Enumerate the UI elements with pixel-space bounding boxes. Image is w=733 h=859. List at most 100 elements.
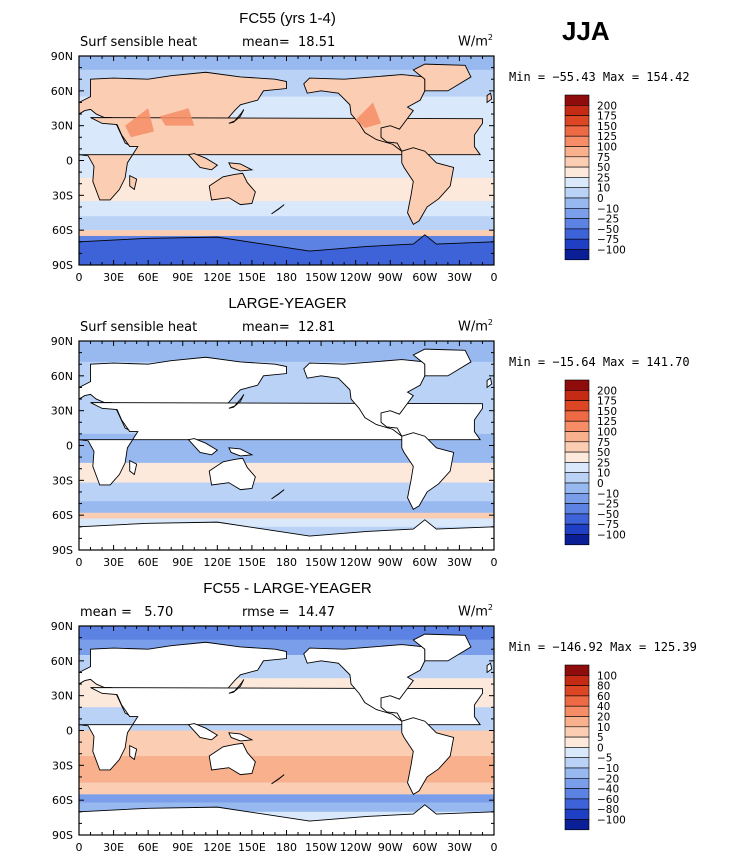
lon-tick-label: 30W: [447, 556, 472, 569]
lon-tick-label: 90W: [378, 556, 403, 569]
lat-tick-label: 90N: [51, 335, 73, 348]
colorbar-level-label: 40: [597, 701, 610, 713]
colorbar-level-label: 150: [597, 121, 617, 133]
colorbar-swatch: [564, 685, 590, 697]
lon-tick-label: 180: [276, 841, 297, 854]
field-band: [79, 501, 494, 513]
center-header: rmse = 14.47: [242, 605, 336, 620]
coastline: [486, 377, 493, 389]
field-patch: [125, 108, 154, 138]
lat-tick-label: 30S: [52, 189, 73, 202]
lon-tick-label: 90E: [172, 271, 193, 284]
colorbar-swatch: [564, 747, 590, 759]
lat-tick-label: 30S: [52, 759, 73, 772]
colorbar-swatch: [564, 503, 590, 515]
colorbar-swatch: [564, 482, 590, 494]
coastline: [129, 744, 138, 761]
coastline: [303, 644, 426, 722]
coastline: [129, 459, 138, 476]
lon-tick-label: 150W: [305, 841, 337, 854]
colorbar-swatch: [564, 705, 590, 717]
colorbar-level-label: 175: [597, 111, 617, 123]
colorbar-swatch: [564, 197, 590, 209]
lat-tick-label: 30S: [52, 474, 73, 487]
colorbar-level-label: 150: [597, 406, 617, 418]
field-band: [79, 230, 494, 236]
colorbar-level-label: 25: [597, 457, 610, 469]
lon-tick-label: 0: [76, 556, 83, 569]
lat-tick-label: 90N: [51, 620, 73, 633]
field-band: [79, 341, 494, 362]
panel-title: FC55 - LARGE-YEAGER: [203, 580, 372, 597]
min-max-label: Min = −55.43 Max = 154.42: [509, 70, 690, 84]
coastline: [228, 732, 254, 742]
lon-tick-label: 60E: [138, 271, 159, 284]
lon-tick-label: 150W: [305, 556, 337, 569]
lat-tick-label: 30N: [51, 690, 73, 703]
lon-tick-label: 150W: [305, 271, 337, 284]
coastline: [187, 153, 219, 171]
field-band: [79, 794, 494, 803]
field-band: [79, 462, 494, 483]
field-band: [79, 177, 494, 202]
lon-tick-label: 0: [76, 841, 83, 854]
colorbar-level-label: −100: [597, 245, 626, 257]
field-band: [79, 512, 494, 519]
coastline: [412, 633, 472, 662]
lon-tick-label: 30E: [103, 841, 124, 854]
colorbar-swatch: [564, 493, 590, 504]
field-patch: [159, 108, 195, 126]
colorbar-level-label: 10: [597, 183, 610, 195]
coastline: [303, 359, 426, 437]
map-field: [79, 341, 494, 550]
colorbar-swatch: [564, 664, 590, 676]
lon-tick-label: 0: [76, 271, 83, 284]
colorbar-swatch: [564, 156, 590, 168]
coastline: [208, 457, 256, 491]
field-band: [79, 518, 494, 527]
colorbar-swatch: [564, 675, 590, 686]
colorbar-swatch: [564, 166, 590, 178]
coastline: [187, 723, 219, 741]
units-label: W/m2: [458, 33, 493, 49]
colorbar-swatch: [564, 105, 590, 116]
colorbar-level-label: −25: [597, 499, 619, 511]
left-header: mean = 5.70: [80, 605, 174, 620]
coastline: [208, 172, 256, 206]
lon-tick-label: 60W: [412, 556, 437, 569]
panel-title: LARGE-YEAGER: [228, 295, 347, 312]
lat-tick-label: 0: [66, 725, 73, 738]
colorbar-swatch: [564, 462, 590, 474]
lon-tick-label: 60W: [412, 271, 437, 284]
colorbar-swatch: [564, 125, 590, 137]
colorbar-swatch: [564, 400, 590, 412]
lat-tick-label: 60S: [52, 224, 73, 237]
colorbar-level-label: 175: [597, 396, 617, 408]
lon-tick-label: 150E: [238, 841, 266, 854]
coastline: [228, 394, 245, 409]
colorbar-swatch: [564, 716, 590, 728]
colorbar-swatch: [564, 410, 590, 422]
field-band: [79, 802, 494, 812]
lon-tick-label: 120E: [203, 271, 231, 284]
panel-3: FC55 - LARGE-YEAGER mean = 5.70 rmse = 1…: [0, 570, 733, 859]
left-header: Surf sensible heat: [80, 35, 198, 50]
colorbar-swatch: [564, 695, 590, 707]
colorbar-swatch: [564, 513, 590, 525]
colorbar-level-label: −10: [597, 203, 619, 215]
lon-tick-label: 120W: [340, 556, 372, 569]
colorbar-level-label: −10: [597, 488, 619, 500]
antarctica-outline: [79, 519, 494, 550]
coastline: [228, 679, 245, 694]
units-exponent: 2: [487, 603, 493, 612]
lon-tick-label: 30W: [447, 271, 472, 284]
colorbar-swatch: [564, 778, 590, 789]
lon-tick-label: 120W: [340, 841, 372, 854]
lat-tick-label: 90S: [52, 544, 73, 557]
colorbar-swatch: [564, 798, 590, 810]
colorbar-level-label: −75: [597, 519, 619, 531]
panel-title: FC55 (yrs 1-4): [239, 10, 336, 27]
antarctica-outline: [79, 234, 494, 265]
lat-tick-label: 60N: [51, 370, 73, 383]
